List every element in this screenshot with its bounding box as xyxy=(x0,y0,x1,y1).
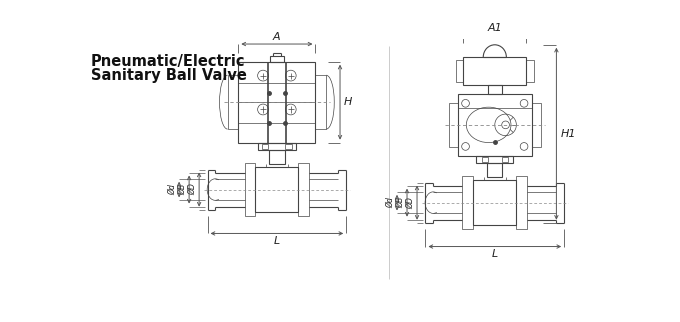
Bar xyxy=(245,163,255,216)
Text: Ød: Ød xyxy=(386,197,396,208)
Bar xyxy=(456,60,463,82)
Bar xyxy=(286,144,292,149)
Bar xyxy=(526,60,534,82)
Bar xyxy=(255,167,299,212)
Text: A: A xyxy=(273,32,281,42)
Bar xyxy=(532,102,541,147)
Text: L: L xyxy=(492,249,498,259)
Bar xyxy=(299,163,309,216)
Text: H: H xyxy=(344,97,352,107)
Text: Sanitary Ball Valve: Sanitary Ball Valve xyxy=(90,68,246,83)
Bar xyxy=(488,85,502,94)
Bar xyxy=(258,143,296,150)
Bar xyxy=(476,156,513,163)
Text: Pneumatic/Electric: Pneumatic/Electric xyxy=(90,54,245,69)
Text: A1: A1 xyxy=(488,23,502,33)
Text: ØB: ØB xyxy=(179,184,188,195)
Text: ØD: ØD xyxy=(188,184,198,195)
Bar xyxy=(269,150,285,164)
Text: ØD: ØD xyxy=(407,197,415,209)
Bar xyxy=(481,157,488,162)
Bar xyxy=(239,62,316,143)
Bar xyxy=(449,102,458,147)
Bar xyxy=(473,180,516,225)
Text: ØB: ØB xyxy=(396,197,405,208)
Bar xyxy=(228,75,239,129)
Text: L: L xyxy=(274,236,280,246)
Bar xyxy=(316,75,326,129)
Bar xyxy=(270,56,284,62)
Bar xyxy=(262,144,269,149)
Text: H1: H1 xyxy=(560,129,576,139)
Bar xyxy=(458,94,532,156)
Bar xyxy=(487,163,503,177)
Text: Ød: Ød xyxy=(169,184,177,195)
Bar xyxy=(516,176,527,229)
Bar xyxy=(462,176,473,229)
Bar xyxy=(502,157,508,162)
Bar xyxy=(463,57,526,85)
